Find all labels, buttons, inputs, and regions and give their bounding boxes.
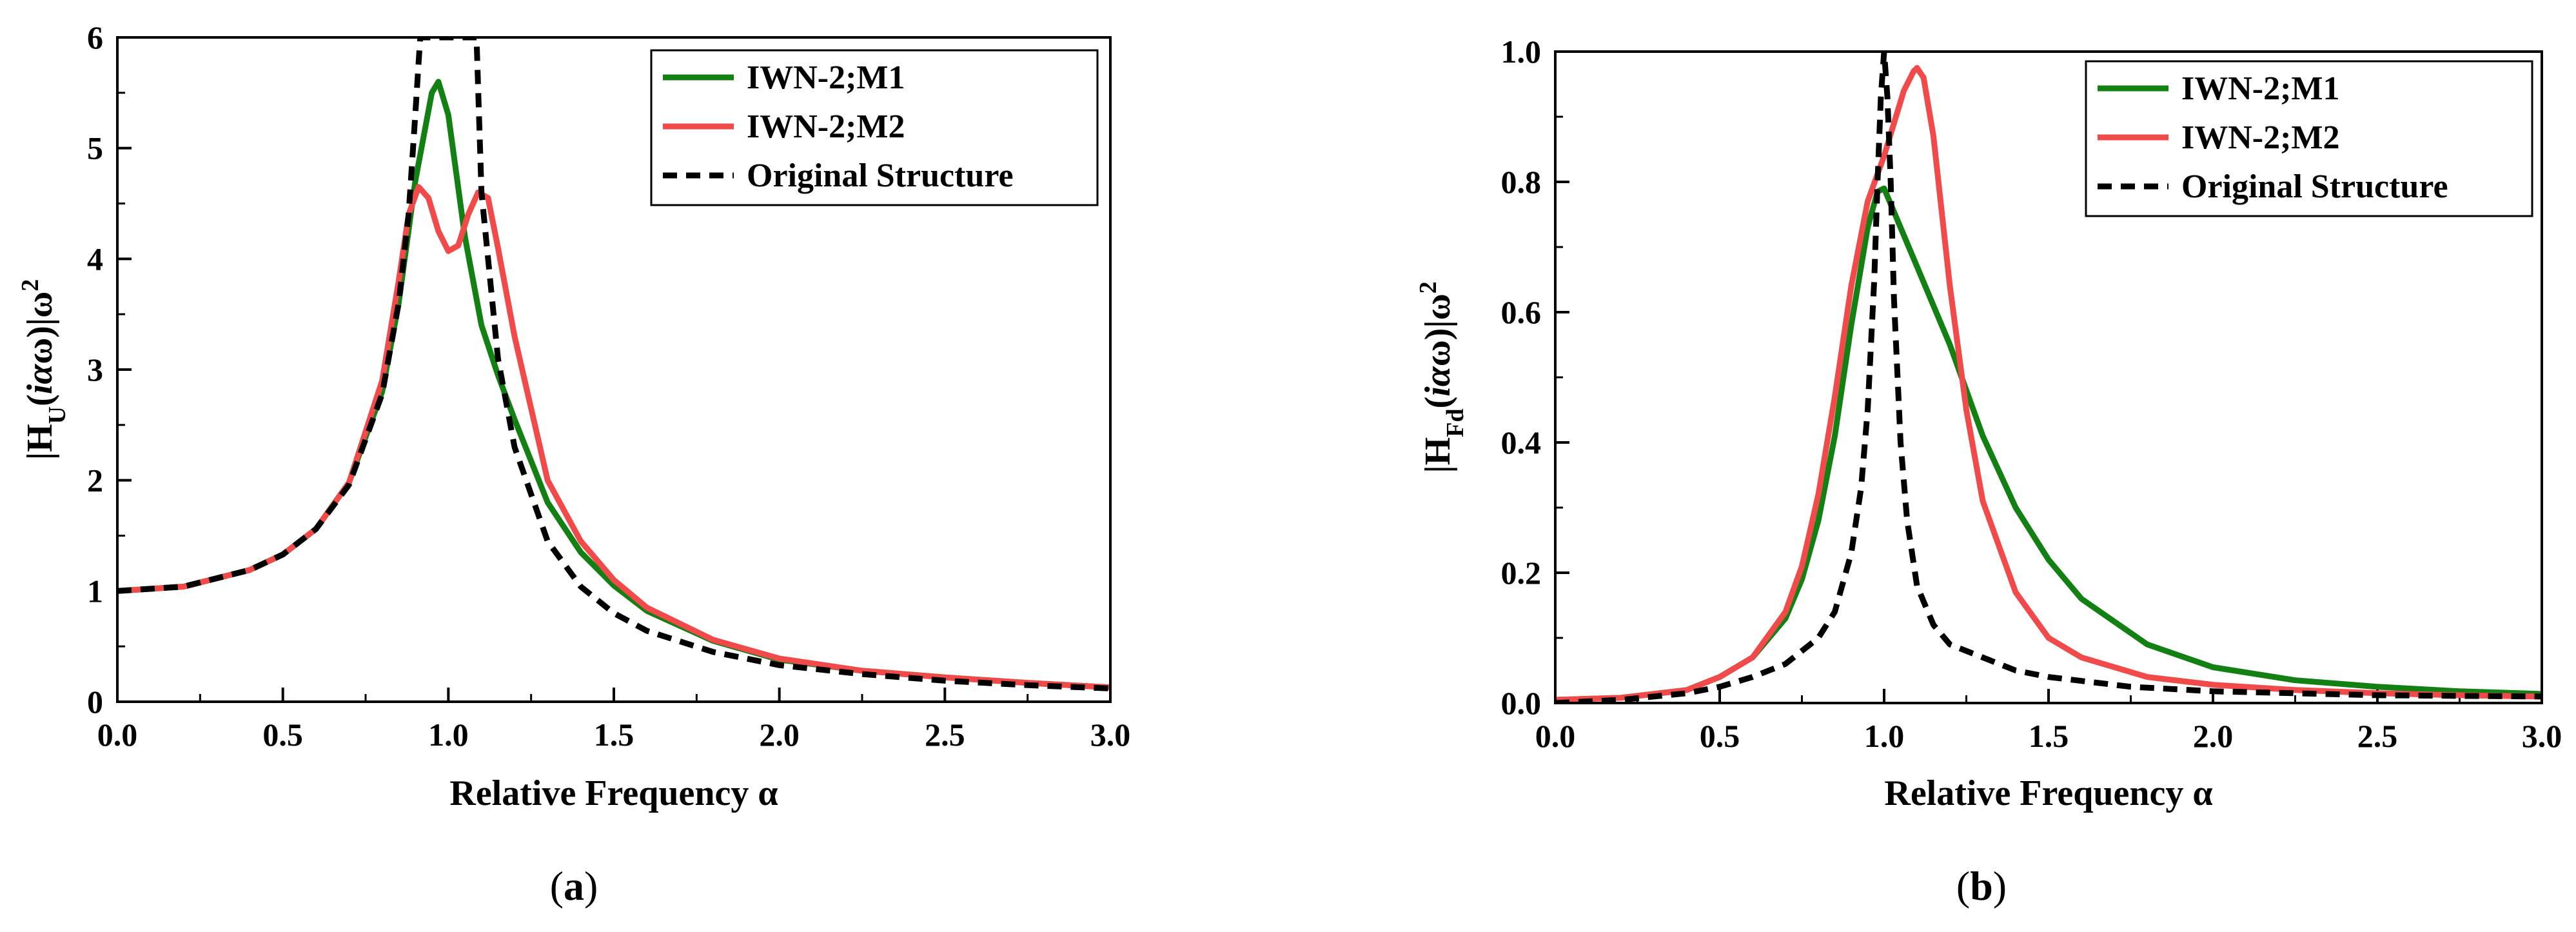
chart-b-legend-label-original: Original Structure xyxy=(2181,168,2448,205)
chart-b: 0.0 0.5 1.0 1.5 2.0 2.5 3.00.00.20.40.60.81.0 … xyxy=(1415,34,2562,909)
chart-a-ylabel: |HU(iαω)|ω2 xyxy=(17,279,71,460)
chart-b-series-m2 xyxy=(1555,64,2542,703)
chart-a-legend: IWN-2;M1 IWN-2;M2 Original Structure xyxy=(650,49,1099,206)
chart-b-xtick-label: 3.0 xyxy=(2522,718,2562,754)
chart-a-ytick-label: 2 xyxy=(87,462,103,499)
chart-a-legend-label-m1: IWN-2;M1 xyxy=(747,59,905,96)
chart-b-xtick-label: 1.0 xyxy=(1864,718,1905,754)
chart-b-xtick-label: 0.0 xyxy=(1535,718,1576,754)
chart-a-xtick-label: 2.5 xyxy=(925,717,965,753)
chart-b-legend-label-m1: IWN-2;M1 xyxy=(2181,70,2340,107)
chart-a-ytick-label: 1 xyxy=(87,573,103,609)
chart-a-caption: (a) xyxy=(550,863,598,909)
chart-a-grid: 0.0 0.5 1.0 1.5 2.0 2.5 3.0 0 1 2 3 4 5 6 xyxy=(87,19,1130,753)
chart-a-ytick-label: 0 xyxy=(87,684,103,720)
chart-a-ytick-label: 6 xyxy=(87,19,103,55)
chart-a-caption-letter: a xyxy=(564,863,584,909)
chart-b-ytick-label: 0.8 xyxy=(1501,164,1542,200)
chart-a-xlabel: Relative Frequency α xyxy=(449,773,778,813)
chart-a-ytick-label: 4 xyxy=(87,241,103,277)
chart-b-caption-letter: b xyxy=(1970,863,1993,909)
chart-b-series-m1 xyxy=(1555,185,2542,703)
chart-a-xtick-label: 3.0 xyxy=(1090,717,1131,753)
chart-a-xtick-label: 1.0 xyxy=(428,717,469,753)
chart-b-ytick-label: 0.2 xyxy=(1501,555,1542,591)
chart-b-ytick-label: 1.0 xyxy=(1501,34,1542,70)
chart-a-frame xyxy=(116,36,1112,703)
chart-a-series-original xyxy=(117,37,1110,691)
chart-b-ytick-label: 0.0 xyxy=(1501,685,1542,721)
chart-b-series-original xyxy=(1555,52,2542,703)
chart-a-series-m2 xyxy=(117,184,1110,691)
chart-b-ytick-label: 0.4 xyxy=(1501,424,1542,461)
chart-a: 0.0 0.5 1.0 1.5 2.0 2.5 3.0 0 1 2 3 4 5 6 Relative Fr… xyxy=(17,19,1130,909)
chart-b-grid: 0.0 0.5 1.0 1.5 2.0 2.5 3.0 0.0 0.2 0.4 0.6 0.8 1.0 xyxy=(1501,34,2562,754)
chart-b-caption: (b) xyxy=(1956,863,2007,909)
chart-a-legend-label-m2: IWN-2;M2 xyxy=(747,108,905,145)
chart-a-xtick-label: 0.0 xyxy=(97,717,138,753)
chart-b-xtick-label: 1.5 xyxy=(2029,718,2069,754)
chart-b-xtick-label: 0.5 xyxy=(1700,718,1740,754)
chart-b-ylabel: |HFd(iαω)|ω2 xyxy=(1415,281,1469,473)
chart-b-frame xyxy=(1554,50,2543,704)
chart-b-xlabel: Relative Frequency α xyxy=(1884,773,2212,813)
chart-b-plot-area xyxy=(1555,52,2542,703)
chart-b-ytick-label: 0.6 xyxy=(1501,294,1542,330)
chart-b-xtick-label: 2.5 xyxy=(2357,718,2398,754)
chart-a-xtick-label: 1.5 xyxy=(594,717,634,753)
chart-a-xtick-label: 0.5 xyxy=(262,717,303,753)
chart-b-xtick-label: 2.0 xyxy=(2193,718,2234,754)
chart-a-plot-area xyxy=(117,37,1110,691)
chart-b-legend-label-m2: IWN-2;M2 xyxy=(2181,119,2340,156)
chart-a-xtick-label: 2.0 xyxy=(759,717,800,753)
chart-a-ytick-label: 3 xyxy=(87,352,103,388)
chart-a-ytick-label: 5 xyxy=(87,130,103,166)
chart-a-legend-label-original: Original Structure xyxy=(747,157,1014,194)
chart-b-legend: IWN-2;M1 IWN-2;M2 Original Structure xyxy=(2085,60,2533,217)
